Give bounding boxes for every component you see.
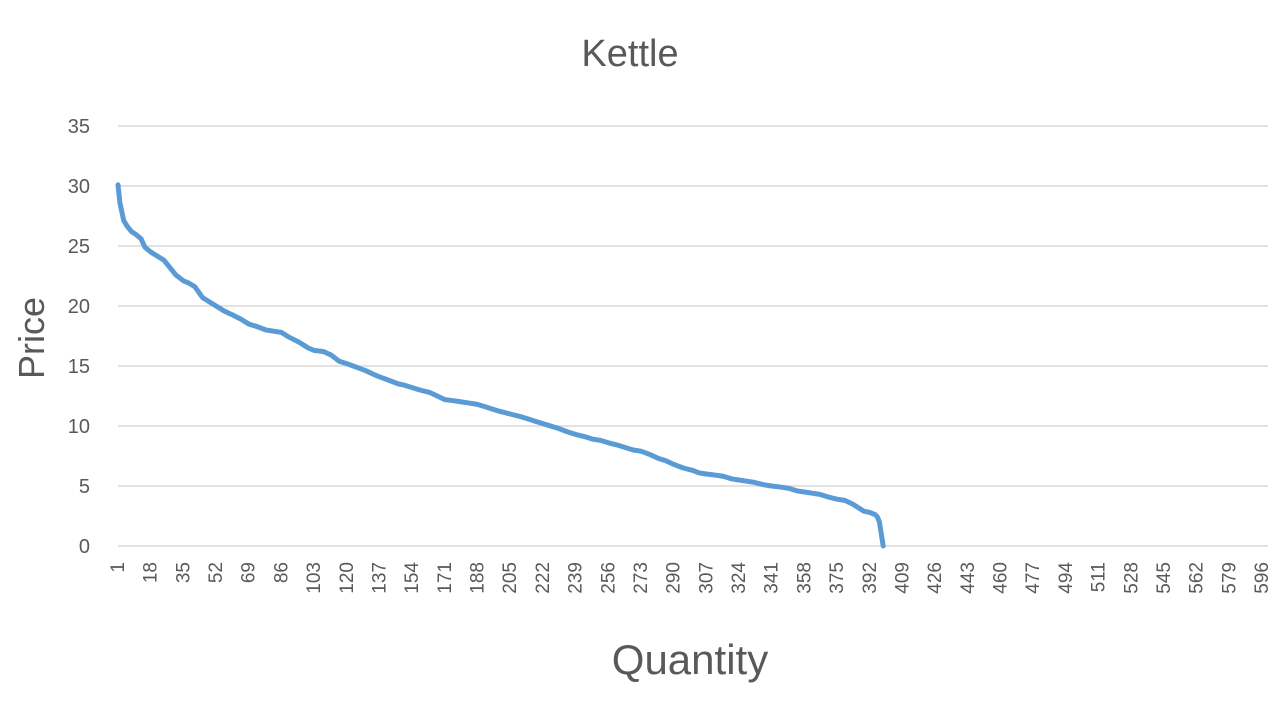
x-tick-label: 205 (500, 562, 521, 594)
series-line (115, 182, 886, 549)
x-tick-label: 579 (1219, 562, 1240, 594)
y-tick-label: 0 (79, 536, 90, 558)
y-tick-label: 35 (68, 116, 90, 138)
x-tick-label: 222 (533, 562, 554, 594)
x-tick-label: 86 (271, 562, 292, 583)
x-tick-label: 426 (925, 562, 946, 594)
x-tick-label: 562 (1187, 562, 1208, 594)
x-tick-label: 137 (369, 562, 390, 594)
y-tick-label: 25 (68, 236, 90, 258)
x-tick-label: 188 (468, 562, 489, 594)
y-tick-label: 30 (68, 176, 90, 198)
x-tick-label: 358 (794, 562, 815, 594)
series-group (115, 182, 886, 549)
y-tick-label: 10 (68, 416, 90, 438)
x-tick-label: 69 (239, 562, 260, 583)
x-tick-label: 545 (1154, 562, 1175, 594)
x-tick-label: 596 (1252, 562, 1273, 594)
x-tick-label: 307 (696, 562, 717, 594)
x-tick-label: 392 (860, 562, 881, 594)
y-tick-label: 5 (79, 476, 90, 498)
x-tick-label: 18 (141, 562, 162, 583)
x-tick-label: 171 (435, 562, 456, 594)
y-axis-title: Price (11, 297, 52, 379)
x-tick-label: 256 (598, 562, 619, 594)
x-tick-label: 273 (631, 562, 652, 594)
x-tick-label: 341 (762, 562, 783, 594)
x-axis-title: Quantity (612, 636, 768, 683)
x-tick-label: 443 (958, 562, 979, 594)
x-tick-label: 477 (1023, 562, 1044, 594)
x-tick-label: 290 (664, 562, 685, 594)
y-tick-label: 15 (68, 356, 90, 378)
x-axis-ticks: 1 18 35 52 69 86 103 120 137 154 171 188 205 222 239 25… (108, 562, 1273, 594)
x-tick-label: 52 (206, 562, 227, 583)
chart-title: Kettle (581, 33, 678, 75)
x-tick-label: 528 (1121, 562, 1142, 594)
x-tick-label: 35 (173, 562, 194, 583)
y-axis-ticks: 0 5 10 15 20 25 30 35 (68, 116, 90, 558)
x-tick-label: 460 (991, 562, 1012, 594)
x-tick-label: 120 (337, 562, 358, 594)
x-tick-label: 494 (1056, 562, 1077, 594)
x-tick-label: 375 (827, 562, 848, 594)
gridlines (118, 125, 1268, 547)
x-tick-label: 154 (402, 562, 423, 594)
x-tick-label: 324 (729, 562, 750, 594)
x-tick-label: 409 (892, 562, 913, 594)
x-tick-label: 511 (1089, 562, 1110, 592)
y-tick-label: 20 (68, 296, 90, 318)
x-tick-label: 1 (108, 562, 129, 573)
x-tick-label: 103 (304, 562, 325, 594)
x-tick-label: 239 (566, 562, 587, 594)
